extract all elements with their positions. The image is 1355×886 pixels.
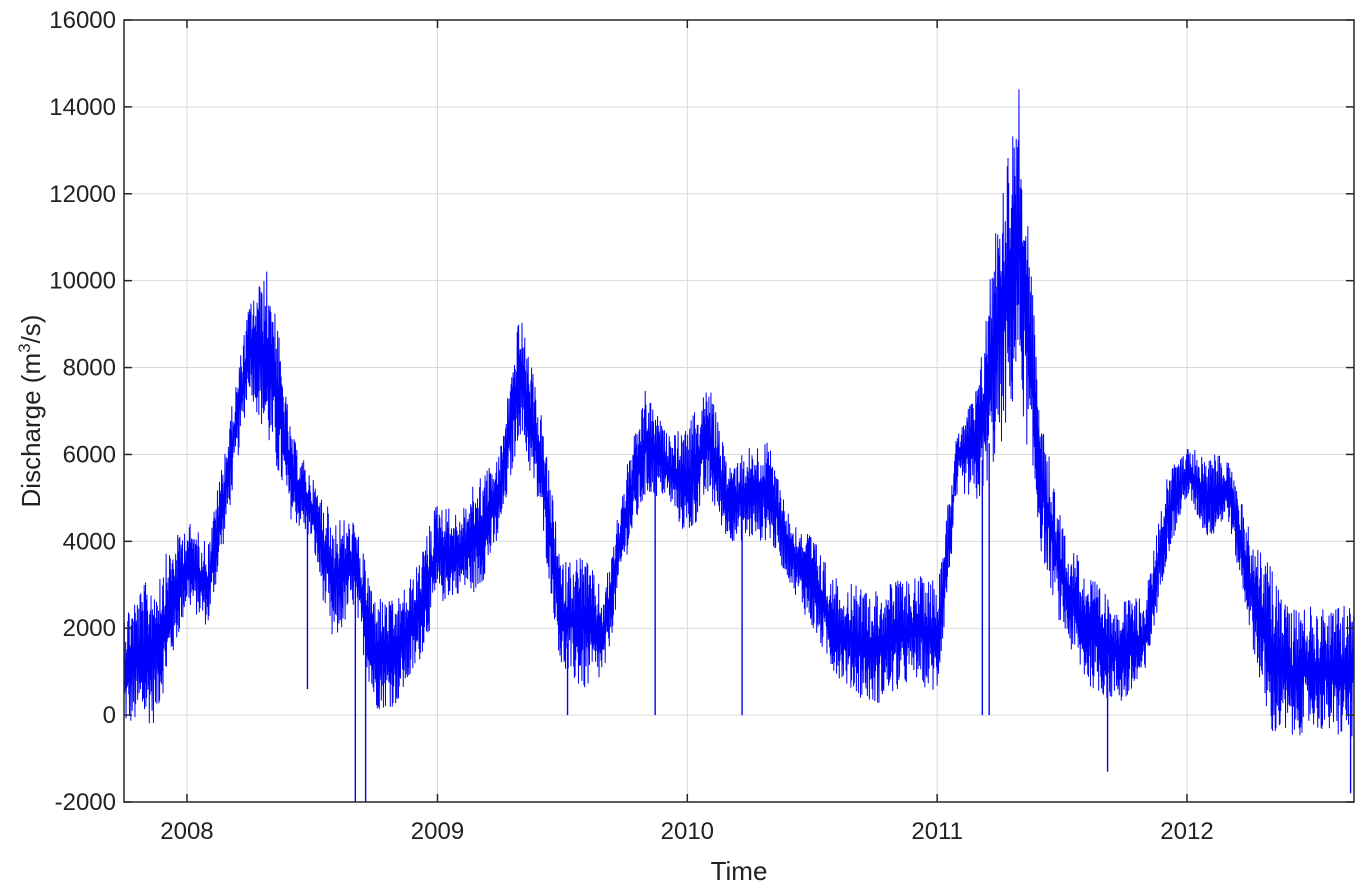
y-tick-label: 2000	[63, 615, 116, 642]
y-tick-label: 6000	[63, 441, 116, 468]
y-tick-label: 10000	[49, 268, 116, 295]
series-layer	[123, 89, 1355, 802]
y-tick-label: 14000	[49, 94, 116, 121]
series-line	[123, 89, 1355, 737]
y-tick-label: 0	[103, 702, 116, 729]
y-axis-title-main: Discharge (m	[16, 353, 46, 508]
x-tick-label: 2011	[911, 818, 963, 845]
y-tick-label: 12000	[49, 181, 116, 208]
y-tick-labels: -2000 0 2000 4000 6000 8000 10000 12000 14000 160…	[49, 7, 116, 816]
y-axis-title: Discharge (m3/s)	[15, 315, 46, 508]
x-tick-labels: 2008 2009 2010 2011 2012	[160, 818, 1213, 845]
y-tick-label: -2000	[55, 789, 116, 816]
y-tick-label: 16000	[49, 7, 116, 34]
x-tick-label: 2009	[411, 818, 464, 845]
grid-lines	[124, 19, 1354, 803]
plot-frame	[123, 19, 1355, 803]
y-axis-title-superscript: 3	[15, 343, 34, 352]
y-axis-title-suffix: /s)	[16, 315, 46, 344]
x-axis-title: Time	[711, 856, 768, 886]
x-tick-label: 2012	[1160, 818, 1213, 845]
x-tick-label: 2008	[160, 818, 213, 845]
x-tick-label: 2010	[661, 818, 714, 845]
axis-ticks	[124, 19, 1354, 803]
y-tick-label: 4000	[63, 528, 116, 555]
y-tick-label: 8000	[63, 355, 116, 382]
